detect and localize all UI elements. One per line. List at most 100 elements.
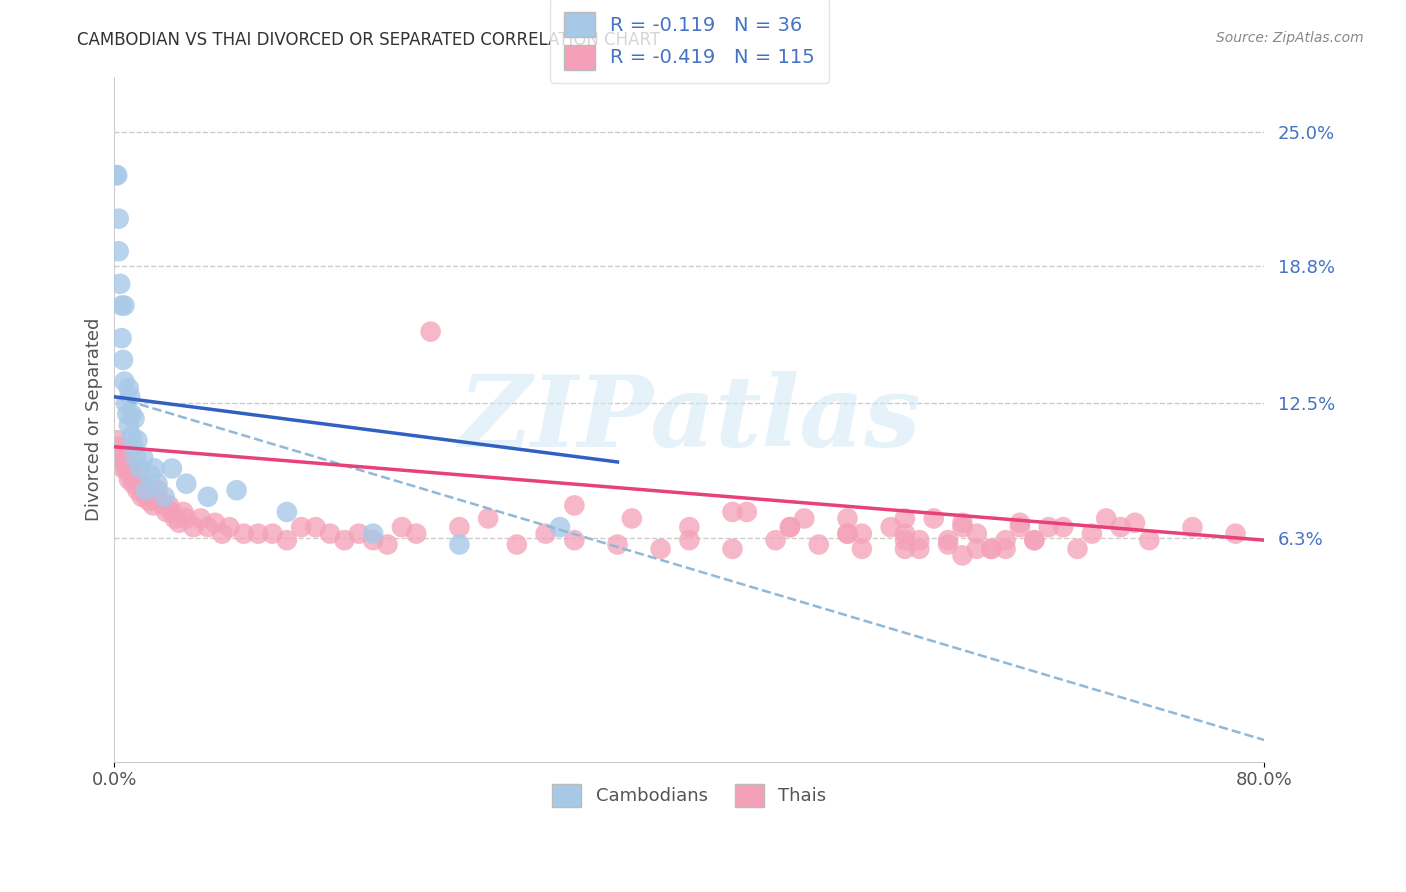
Point: [190, 511, 212, 525]
Point: [290, 520, 312, 534]
Point: [851, 541, 873, 556]
Point: [118, 450, 141, 465]
Point: [108, 277, 131, 291]
Point: [564, 533, 586, 548]
Point: [534, 526, 557, 541]
Point: [1024, 533, 1046, 548]
Point: [110, 455, 132, 469]
Point: [160, 505, 183, 519]
Point: [120, 468, 142, 483]
Point: [247, 526, 270, 541]
Point: [114, 375, 136, 389]
Point: [793, 511, 815, 525]
Point: [136, 481, 159, 495]
Point: [779, 520, 801, 534]
Point: [218, 520, 240, 534]
Point: [110, 299, 132, 313]
Point: [121, 461, 143, 475]
Point: [908, 533, 931, 548]
Point: [548, 520, 571, 534]
Point: [276, 505, 298, 519]
Point: [837, 526, 859, 541]
Point: [115, 396, 138, 410]
Point: [952, 516, 974, 530]
Point: [1181, 520, 1204, 534]
Point: [107, 211, 129, 226]
Point: [139, 483, 162, 498]
Text: CAMBODIAN VS THAI DIVORCED OR SEPARATED CORRELATION CHART: CAMBODIAN VS THAI DIVORCED OR SEPARATED …: [77, 31, 661, 49]
Point: [127, 434, 149, 448]
Point: [197, 490, 219, 504]
Point: [721, 505, 744, 519]
Point: [506, 537, 529, 551]
Point: [477, 511, 499, 525]
Point: [149, 494, 172, 508]
Point: [114, 299, 136, 313]
Point: [107, 244, 129, 259]
Point: [112, 461, 135, 475]
Point: [564, 499, 586, 513]
Point: [118, 381, 141, 395]
Point: [807, 537, 830, 551]
Point: [391, 520, 413, 534]
Point: [232, 526, 254, 541]
Point: [121, 429, 143, 443]
Point: [132, 476, 155, 491]
Point: [167, 516, 190, 530]
Point: [361, 533, 384, 548]
Point: [142, 499, 165, 513]
Point: [262, 526, 284, 541]
Point: [160, 461, 183, 475]
Point: [146, 483, 169, 498]
Point: [952, 549, 974, 563]
Point: [138, 494, 160, 508]
Point: [1052, 520, 1074, 534]
Point: [122, 476, 145, 491]
Point: [1123, 516, 1146, 530]
Point: [125, 450, 148, 465]
Point: [163, 511, 186, 525]
Text: Source: ZipAtlas.com: Source: ZipAtlas.com: [1216, 31, 1364, 45]
Point: [1095, 511, 1118, 525]
Point: [936, 537, 959, 551]
Point: [174, 511, 197, 525]
Point: [105, 434, 128, 448]
Point: [225, 483, 247, 498]
Point: [966, 526, 988, 541]
Point: [204, 516, 226, 530]
Point: [894, 511, 917, 525]
Point: [419, 325, 441, 339]
Legend: Cambodians, Thais: Cambodians, Thais: [546, 777, 834, 814]
Point: [117, 407, 139, 421]
Point: [994, 533, 1017, 548]
Point: [129, 461, 152, 475]
Point: [183, 520, 205, 534]
Point: [1008, 520, 1031, 534]
Point: [152, 499, 174, 513]
Point: [333, 533, 356, 548]
Point: [104, 168, 127, 182]
Point: [118, 417, 141, 432]
Point: [952, 520, 974, 534]
Point: [449, 537, 471, 551]
Point: [894, 533, 917, 548]
Point: [837, 526, 859, 541]
Point: [125, 468, 148, 483]
Y-axis label: Divorced or Separated: Divorced or Separated: [86, 318, 103, 521]
Point: [347, 526, 370, 541]
Point: [121, 407, 143, 421]
Point: [908, 541, 931, 556]
Point: [153, 490, 176, 504]
Point: [134, 483, 156, 498]
Point: [129, 472, 152, 486]
Point: [118, 472, 141, 486]
Point: [143, 490, 166, 504]
Point: [139, 468, 162, 483]
Point: [174, 476, 197, 491]
Point: [606, 537, 628, 551]
Point: [1038, 520, 1060, 534]
Point: [894, 526, 917, 541]
Point: [765, 533, 787, 548]
Point: [1081, 526, 1104, 541]
Point: [141, 490, 163, 504]
